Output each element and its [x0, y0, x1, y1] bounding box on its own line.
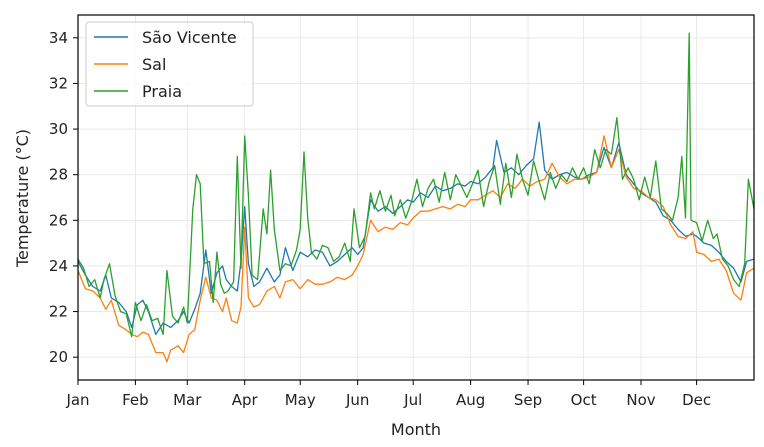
x-tick-label: Sep: [514, 391, 542, 409]
legend-label-sao-vicente: São Vicente: [142, 28, 237, 47]
legend: São Vicente Sal Praia: [85, 21, 254, 107]
y-tick-label: 20: [49, 348, 68, 366]
y-tick-label: 24: [49, 257, 68, 275]
y-tick-label: 28: [49, 166, 68, 184]
series-line-sao-vicente: [78, 121, 754, 336]
x-axis-ticks: Jan Feb Mar Apr May Jun Jul Aug Sep Oct Nov Dec: [65, 380, 711, 409]
y-tick-label: 22: [49, 303, 68, 321]
x-tick-label: Oct: [571, 391, 597, 409]
y-tick-label: 34: [49, 29, 68, 47]
y-tick-label: 26: [49, 211, 68, 229]
x-tick-label: Feb: [122, 391, 149, 409]
legend-box: [85, 21, 254, 107]
legend-label-praia: Praia: [142, 82, 182, 101]
grid-lines: [77, 15, 754, 380]
x-tick-label: Aug: [456, 391, 485, 409]
x-axis-label: Month: [391, 420, 441, 439]
x-tick-label: Mar: [173, 391, 202, 409]
plot-area-frame: [77, 14, 755, 381]
legend-label-sal: Sal: [142, 55, 166, 74]
y-tick-label: 32: [49, 74, 68, 92]
y-axis-label: Temperature (°C): [13, 129, 32, 268]
series-line-sal: [78, 135, 754, 363]
x-tick-label: Apr: [232, 391, 259, 409]
x-tick-label: Jul: [403, 391, 422, 409]
y-tick-label: 30: [49, 120, 68, 138]
series-lines: [78, 32, 754, 363]
x-tick-label: Nov: [626, 391, 655, 409]
x-tick-label: May: [285, 391, 316, 409]
x-tick-label: Jun: [345, 391, 369, 409]
x-tick-label: Dec: [682, 391, 711, 409]
y-axis-ticks: 20 22 24 26 28 30 32 34: [49, 29, 78, 366]
x-tick-label: Jan: [65, 391, 89, 409]
series-line-praia: [78, 32, 754, 338]
